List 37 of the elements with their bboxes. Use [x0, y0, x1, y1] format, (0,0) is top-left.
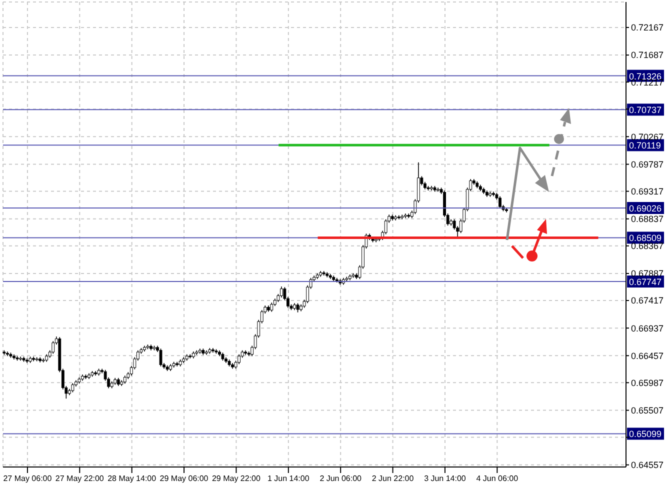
y-tick-label: 0.66457: [631, 350, 664, 361]
candlestick: [159, 348, 162, 367]
x-tick-label: 2 Jun 22:00: [372, 474, 414, 483]
candlestick: [397, 214, 400, 220]
candlestick: [296, 302, 300, 313]
ref-line-label: 0.70737: [629, 105, 662, 116]
x-tick-label: 4 Jun 06:00: [476, 474, 519, 483]
x-tick-label: 27 May 22:00: [55, 474, 104, 483]
y-tick-label: 0.68367: [631, 241, 664, 252]
x-tick-label: 29 May 22:00: [212, 474, 261, 483]
ref-line-label: 0.68509: [629, 233, 662, 244]
y-tick-label: 0.65507: [631, 405, 664, 416]
y-tick-label: 0.67417: [631, 296, 664, 306]
x-tick-label: 29 May 06:00: [160, 474, 209, 483]
y-tick-label: 0.68837: [631, 214, 664, 224]
ref-line-label: 0.65099: [629, 429, 662, 440]
x-tick-label: 1 Jun 14:00: [268, 474, 310, 483]
y-tick-label: 0.64557: [631, 460, 664, 470]
ref-line-label: 0.67747: [629, 277, 662, 288]
x-tick-label: 28 May 14:00: [108, 474, 157, 483]
y-tick-label: 0.69317: [631, 186, 664, 196]
y-tick-label: 0.71687: [631, 50, 664, 60]
candlestick: [270, 302, 274, 312]
ref-line-label: 0.69026: [629, 204, 662, 214]
ref-line-label: 0.70119: [629, 140, 661, 151]
candlestick: [238, 354, 240, 365]
candlestick: [498, 196, 502, 209]
y-tick-label: 0.72167: [631, 22, 664, 33]
candlestick: [52, 340, 55, 354]
x-tick-label: 3 Jun 14:00: [424, 474, 466, 483]
y-tick-label: 0.66937: [631, 323, 664, 334]
y-tick-label: 0.65987: [631, 378, 664, 388]
y-tick-label: 0.69787: [631, 159, 664, 170]
x-tick-label: 2 Jun 06:00: [320, 474, 362, 483]
candlestick: [280, 286, 283, 298]
x-tick-label: 27 May 06:00: [3, 474, 52, 483]
candlestick: [71, 382, 74, 393]
